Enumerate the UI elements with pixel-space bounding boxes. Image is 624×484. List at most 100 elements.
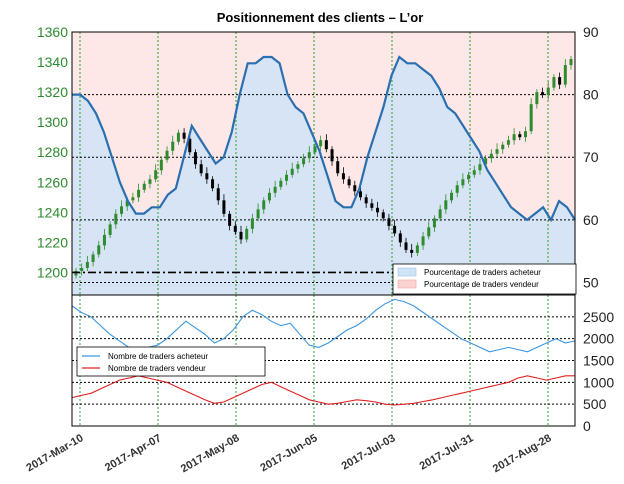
price-tick-label: 1220 bbox=[37, 234, 68, 250]
candle-body bbox=[267, 192, 271, 201]
candle-body bbox=[171, 141, 175, 151]
candle-body bbox=[182, 132, 186, 139]
candle-body bbox=[569, 59, 573, 66]
count-tick-label: 500 bbox=[583, 396, 607, 412]
price-tick-label: 1260 bbox=[37, 174, 68, 190]
candle-body bbox=[489, 153, 493, 159]
candle-body bbox=[404, 242, 408, 250]
candle-body bbox=[273, 186, 277, 193]
top-panel-lines bbox=[72, 55, 576, 274]
candle-body bbox=[541, 92, 545, 96]
candle-body bbox=[341, 173, 345, 180]
candle-body bbox=[307, 152, 311, 159]
bottom-legend: Nombre de traders acheteur Nombre de tra… bbox=[76, 346, 266, 377]
candle-body bbox=[142, 183, 146, 190]
legend-long-label: Pourcentage de traders acheteur bbox=[424, 268, 541, 277]
price-tick-label: 1360 bbox=[37, 24, 68, 40]
candle-body bbox=[199, 164, 203, 174]
x-tick-label: 2017-Jul-03 bbox=[340, 432, 398, 472]
candle-body bbox=[216, 188, 220, 201]
count-tick-label: 2500 bbox=[583, 309, 614, 325]
candle-body bbox=[285, 174, 289, 181]
count-tick-label: 0 bbox=[583, 418, 591, 434]
candle-body bbox=[114, 213, 118, 225]
candle-body bbox=[427, 227, 431, 237]
bottom-legend-box bbox=[76, 346, 266, 377]
count-tick-label: 2000 bbox=[583, 331, 614, 347]
price-tick-label: 1300 bbox=[37, 114, 68, 130]
candle-body bbox=[239, 231, 243, 240]
candle-body bbox=[131, 197, 135, 201]
candle-body bbox=[518, 134, 522, 138]
candle-body bbox=[250, 218, 254, 229]
count-tick-label: 1000 bbox=[583, 374, 614, 390]
candle-body bbox=[313, 146, 317, 153]
legend-buyers-label: Nombre de traders acheteur bbox=[108, 352, 208, 361]
candle-body bbox=[535, 92, 539, 105]
x-tick-label: 2017-Jul-31 bbox=[418, 432, 476, 472]
candle-body bbox=[467, 174, 471, 180]
top-legend: Pourcentage de traders acheteur Pourcent… bbox=[392, 263, 577, 295]
candle-body bbox=[302, 158, 306, 165]
candle-body bbox=[176, 132, 180, 142]
candle-body bbox=[324, 140, 328, 150]
buy-zone bbox=[72, 57, 575, 295]
candle-body bbox=[421, 236, 425, 246]
candle-body bbox=[193, 152, 197, 165]
candle-body bbox=[450, 192, 454, 201]
legend-sellers-label: Nombre de traders vendeur bbox=[108, 364, 206, 373]
candle-body bbox=[188, 138, 192, 153]
legend-short-label: Pourcentage de traders vendeur bbox=[424, 280, 539, 289]
legend-swatch-short bbox=[397, 279, 417, 289]
candle-body bbox=[137, 189, 141, 198]
candle-body bbox=[262, 200, 266, 210]
pct-tick-label: 50 bbox=[583, 274, 599, 290]
candle-body bbox=[478, 164, 482, 171]
candle-body bbox=[222, 200, 226, 214]
candle-body bbox=[290, 168, 294, 175]
candle-body bbox=[484, 158, 488, 165]
pct-tick-label: 60 bbox=[583, 212, 599, 228]
candle-body bbox=[97, 245, 101, 255]
candle-body bbox=[205, 173, 209, 180]
candle-body bbox=[432, 218, 436, 228]
candle-body bbox=[245, 228, 249, 240]
candle-body bbox=[415, 245, 419, 253]
candle-body bbox=[387, 218, 391, 226]
candle-body bbox=[319, 140, 323, 147]
candle-body bbox=[376, 207, 380, 213]
candle-body bbox=[410, 249, 414, 253]
candle-body bbox=[393, 225, 397, 234]
candle-body bbox=[165, 150, 169, 160]
candle-body bbox=[85, 261, 89, 268]
pct-long-line bbox=[72, 55, 576, 223]
price-tick-label: 1320 bbox=[37, 84, 68, 100]
price-tick-label: 1280 bbox=[37, 144, 68, 160]
candle-body bbox=[563, 65, 567, 85]
price-tick-label: 1200 bbox=[37, 264, 68, 280]
candle-body bbox=[159, 159, 163, 171]
candle-body bbox=[347, 179, 351, 186]
x-tick-label: 2017-Jun-05 bbox=[258, 432, 319, 474]
top-legend-box bbox=[392, 263, 577, 295]
candle-body bbox=[256, 209, 260, 219]
candle-body bbox=[279, 180, 283, 187]
candle-body bbox=[91, 254, 95, 262]
candle-body bbox=[353, 185, 357, 192]
buyers-count-line bbox=[71, 298, 576, 353]
top-panel-background bbox=[72, 32, 575, 295]
bottom-panel-grid bbox=[72, 295, 575, 426]
candle-body bbox=[233, 225, 237, 232]
candle-body bbox=[381, 212, 385, 219]
x-tick-label: 2017-Aug-28 bbox=[491, 432, 554, 475]
candle-body bbox=[438, 209, 442, 219]
candle-body bbox=[358, 191, 362, 198]
candle-body bbox=[80, 267, 84, 271]
candle-body bbox=[228, 213, 232, 226]
pct-tick-label: 80 bbox=[583, 87, 599, 103]
candle-body bbox=[506, 140, 510, 145]
candle-body bbox=[364, 197, 368, 204]
candle-body bbox=[211, 179, 215, 189]
candle-body bbox=[455, 185, 459, 193]
candle-body bbox=[102, 234, 106, 246]
